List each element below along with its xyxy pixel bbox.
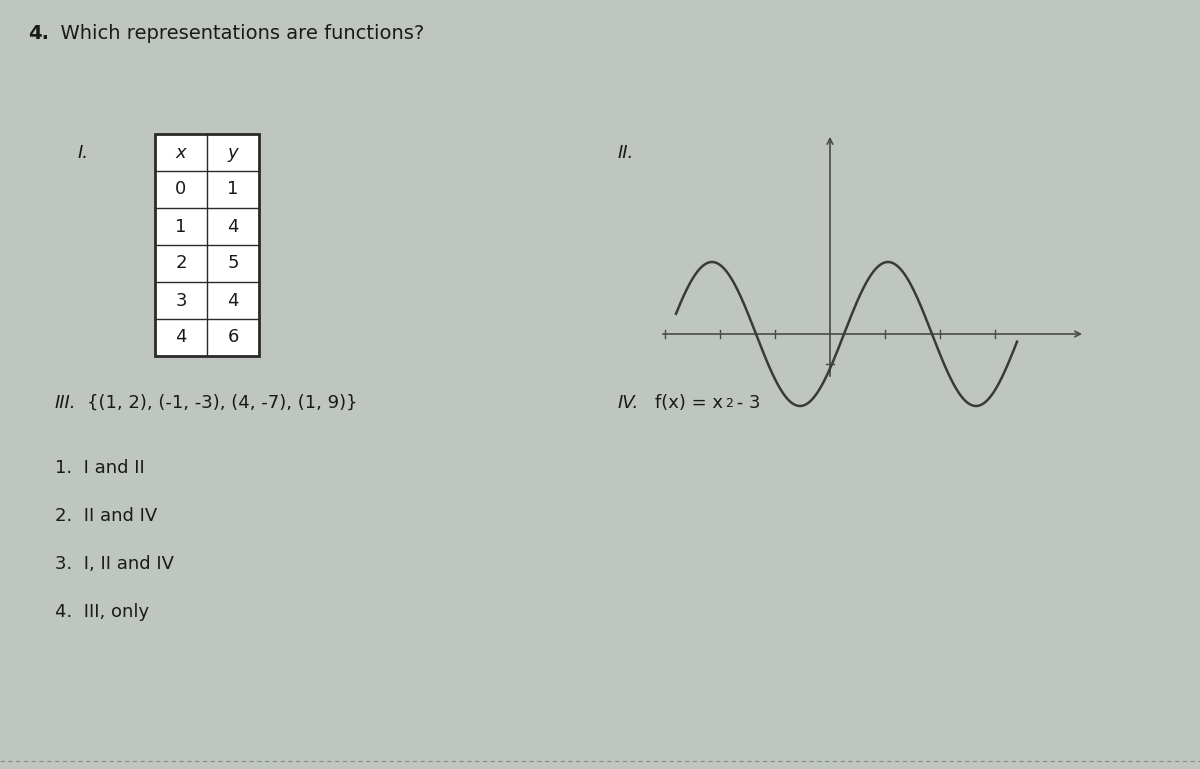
Text: 1.  I and II: 1. I and II (55, 459, 145, 477)
Text: 1: 1 (227, 181, 239, 198)
Text: 2.  II and IV: 2. II and IV (55, 507, 157, 525)
Text: I.: I. (78, 144, 89, 162)
Text: 2: 2 (175, 255, 187, 272)
Text: 3.  I, II and IV: 3. I, II and IV (55, 555, 174, 573)
Text: - 3: - 3 (731, 394, 761, 412)
Text: x: x (175, 144, 186, 161)
Text: 4.: 4. (28, 24, 49, 43)
Text: 0: 0 (175, 181, 187, 198)
Text: III.: III. (55, 394, 77, 412)
Text: f(x) = x: f(x) = x (655, 394, 722, 412)
Text: Which representations are functions?: Which representations are functions? (48, 24, 425, 43)
Text: y: y (228, 144, 239, 161)
Text: 5: 5 (227, 255, 239, 272)
Bar (155, 134, 259, 356)
Text: 4: 4 (175, 328, 187, 347)
Text: 3: 3 (175, 291, 187, 309)
Text: {(1, 2), (-1, -3), (4, -7), (1, 9)}: {(1, 2), (-1, -3), (4, -7), (1, 9)} (88, 394, 358, 412)
Text: 4: 4 (227, 291, 239, 309)
Text: 1: 1 (175, 218, 187, 235)
Text: 6: 6 (227, 328, 239, 347)
Text: II.: II. (618, 144, 635, 162)
Text: 2: 2 (725, 397, 733, 410)
Text: IV.: IV. (618, 394, 640, 412)
Text: 4: 4 (227, 218, 239, 235)
Text: 4.  III, only: 4. III, only (55, 603, 149, 621)
